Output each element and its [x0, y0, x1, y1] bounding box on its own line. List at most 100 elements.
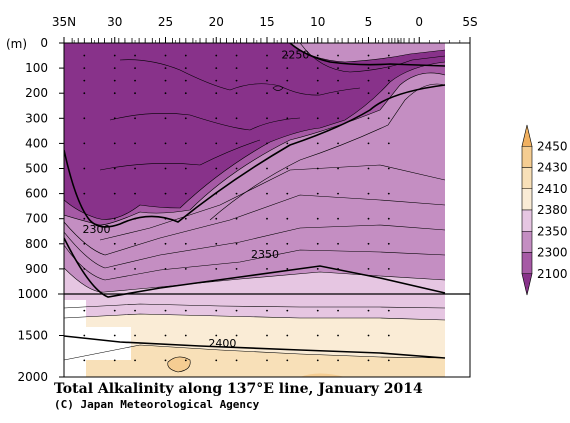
sample-dot	[316, 142, 319, 145]
fill-2100-core-west	[64, 168, 78, 203]
sample-dot	[164, 242, 167, 245]
sample-dot	[316, 92, 319, 95]
sample-dot	[83, 142, 86, 145]
sample-dot	[184, 92, 187, 95]
colorbar-swatch	[521, 124, 533, 147]
x-tick-label: 35N	[52, 15, 76, 29]
sample-dot	[266, 309, 268, 312]
sample-dot	[387, 67, 390, 69]
sample-dot	[235, 309, 238, 312]
sample-dot	[235, 217, 238, 220]
sample-dot	[367, 268, 370, 270]
sample-dot	[215, 67, 218, 69]
sample-dot	[367, 192, 370, 195]
fill-low-surface	[290, 43, 445, 62]
sample-dot	[83, 192, 86, 195]
y-tick-label: 200	[25, 86, 48, 100]
sample-dot	[83, 54, 86, 57]
sample-dot	[266, 359, 268, 362]
sample-dot	[215, 192, 218, 195]
y-tick-label: 0	[40, 36, 48, 50]
sample-dot	[134, 192, 136, 195]
sample-dot	[286, 67, 289, 69]
sample-dot	[387, 192, 390, 195]
sample-dot	[235, 92, 238, 95]
sample-dot	[215, 334, 218, 337]
contour-label: 2300	[82, 223, 110, 236]
x-axis-labels: 35N 30 25 20 15 10 5 0 5S	[52, 15, 478, 43]
sample-dot	[266, 217, 268, 220]
sample-dot	[316, 242, 319, 245]
x-tick-label: 5	[365, 15, 373, 29]
colorbar-swatch	[521, 230, 533, 253]
sample-dot	[286, 54, 289, 57]
sample-dot	[316, 309, 319, 312]
sample-dot	[337, 242, 339, 245]
sample-dot	[215, 217, 218, 220]
sample-dot	[215, 268, 218, 270]
station-dots	[83, 54, 390, 362]
sample-dot	[215, 359, 218, 362]
sample-dot	[83, 167, 86, 170]
sample-dot	[184, 79, 187, 82]
x-tick-label: 15	[259, 15, 274, 29]
sample-dot	[387, 92, 390, 95]
y-tick-label: 300	[25, 111, 48, 125]
colorbar-label: 2350	[537, 224, 568, 238]
colorbar-label: 2430	[537, 161, 568, 175]
sample-dot	[367, 167, 370, 170]
sample-dot	[337, 117, 339, 120]
sample-dot	[286, 92, 289, 95]
sample-dot	[387, 142, 390, 145]
sample-dot	[164, 79, 167, 82]
y-tick-label: 500	[25, 162, 48, 176]
y-tick-label: 100	[25, 61, 48, 75]
fill-2410-band	[64, 345, 445, 377]
sample-dot	[113, 359, 116, 362]
sample-dot	[367, 309, 370, 312]
sample-dot	[235, 54, 238, 57]
sample-dot	[337, 359, 339, 362]
sample-dot	[184, 142, 187, 145]
sample-dot	[316, 359, 319, 362]
sample-dot	[387, 79, 390, 82]
sample-dot	[235, 242, 238, 245]
sample-dot	[164, 309, 167, 312]
colorbar-label: 2100	[537, 267, 568, 281]
sample-dot	[215, 54, 218, 57]
colorbar-label: 2410	[537, 182, 568, 196]
sample-dot	[164, 67, 167, 69]
sample-dot	[316, 268, 319, 270]
y-tick-label: 600	[25, 187, 48, 201]
sample-dot	[367, 79, 370, 82]
sample-dot	[266, 92, 268, 95]
sample-dot	[316, 67, 319, 69]
sample-dot	[367, 67, 370, 69]
sample-dot	[164, 117, 167, 120]
colorbar-swatch	[521, 209, 533, 232]
sample-dot	[164, 192, 167, 195]
sample-dot	[83, 268, 86, 270]
sample-dot	[113, 54, 116, 57]
sample-dot	[337, 67, 339, 69]
sample-dot	[184, 117, 187, 120]
sample-dot	[266, 334, 268, 337]
fill-2100-core	[64, 43, 445, 220]
sample-dot	[316, 79, 319, 82]
sample-dot	[134, 167, 136, 170]
sample-dot	[184, 167, 187, 170]
sample-dot	[286, 268, 289, 270]
colorbar-label: 2380	[537, 203, 568, 217]
sample-dot	[113, 192, 116, 195]
sample-dot	[266, 242, 268, 245]
masked-region-bottom-left	[64, 300, 86, 377]
sample-dot	[387, 268, 390, 270]
sample-dot	[337, 268, 339, 270]
colorbar-swatch	[521, 167, 533, 190]
sample-dot	[184, 242, 187, 245]
sample-dot	[235, 117, 238, 120]
sample-dot	[113, 167, 116, 170]
x-tick-label: 25	[158, 15, 173, 29]
sample-dot	[134, 359, 136, 362]
sample-dot	[367, 359, 370, 362]
